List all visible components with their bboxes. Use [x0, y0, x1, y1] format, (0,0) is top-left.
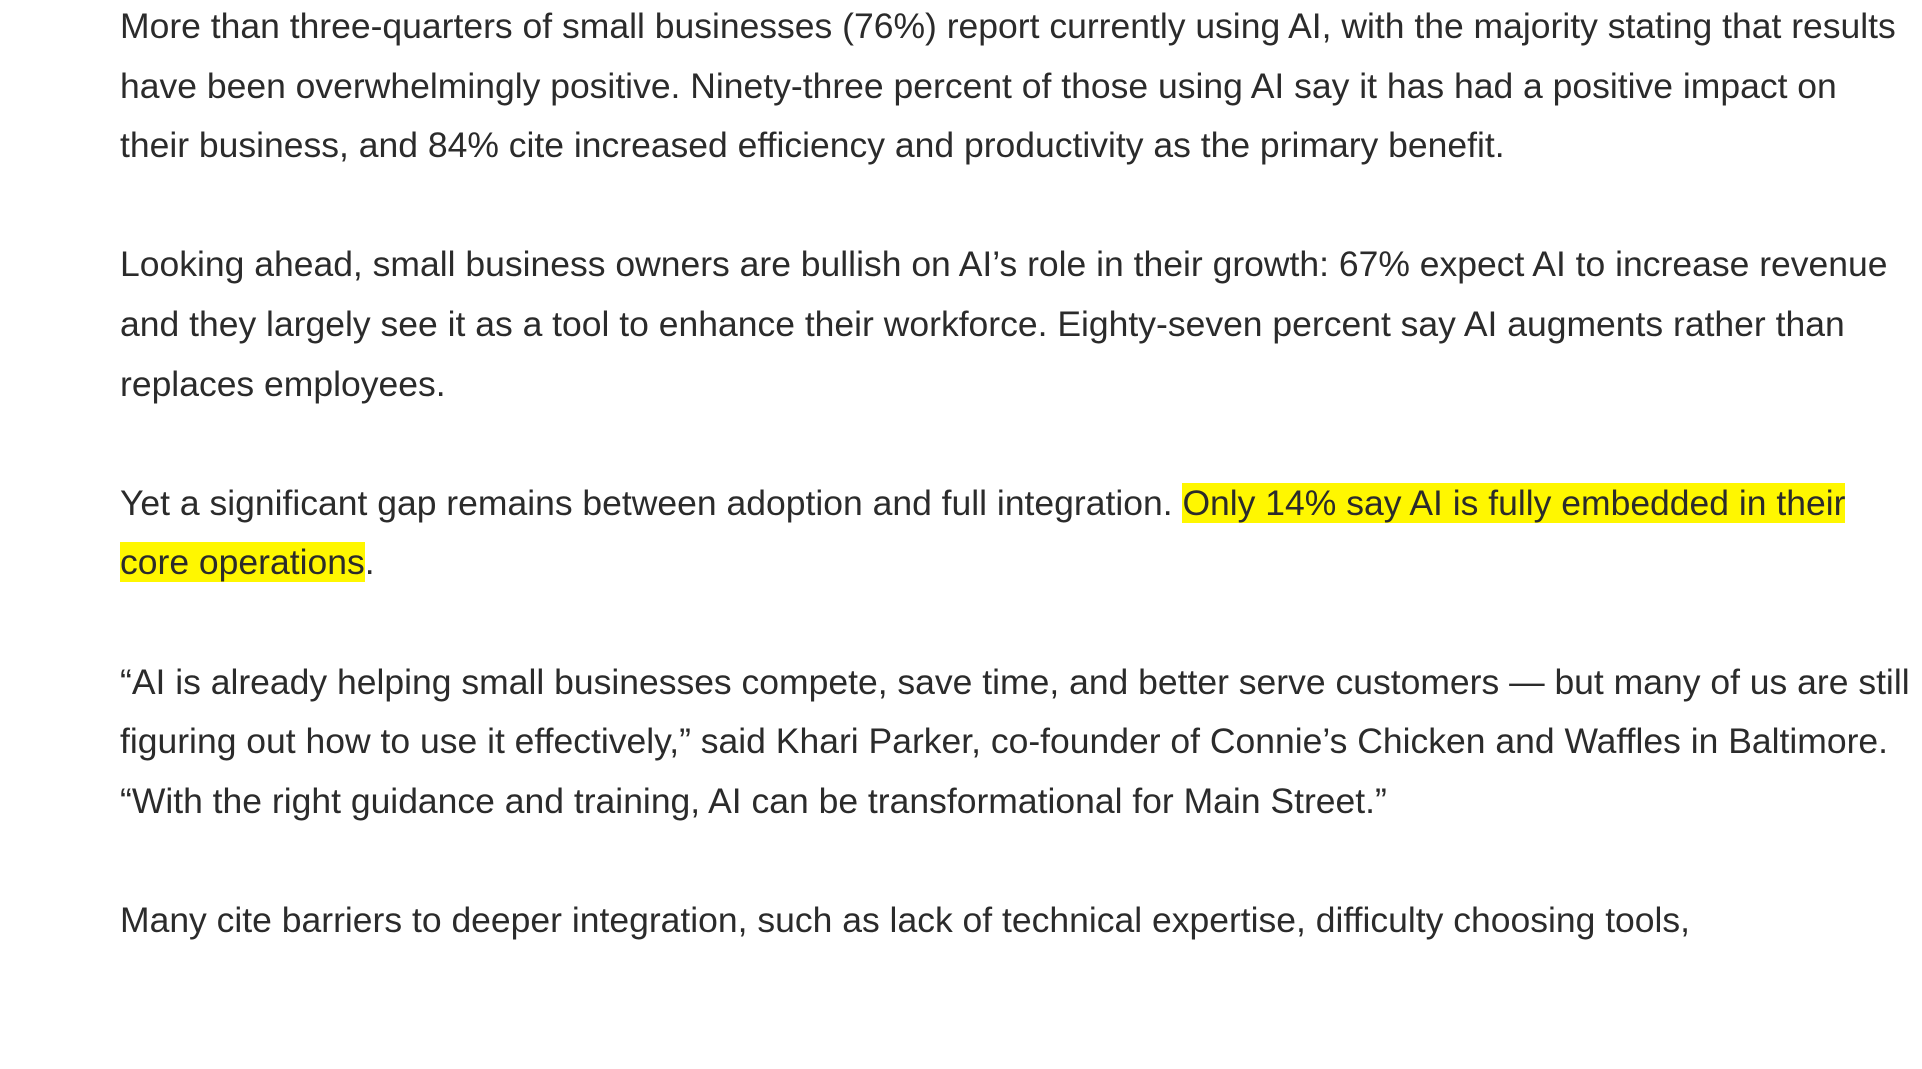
paragraph: Many cite barriers to deeper integration… — [120, 899, 1691, 940]
paragraph: Yet a significant gap remains between ad… — [120, 474, 1910, 593]
text-segment: . — [364, 542, 375, 583]
paragraph: More than three-quarters of small busine… — [120, 6, 1896, 166]
text-segment: Yet a significant gap remains between ad… — [120, 482, 1183, 523]
paragraph: Looking ahead, small business owners are… — [120, 244, 1888, 404]
article: More than three-quarters of small busine… — [120, 0, 1910, 1010]
paragraph: “AI is already helping small businesses … — [120, 661, 1910, 821]
